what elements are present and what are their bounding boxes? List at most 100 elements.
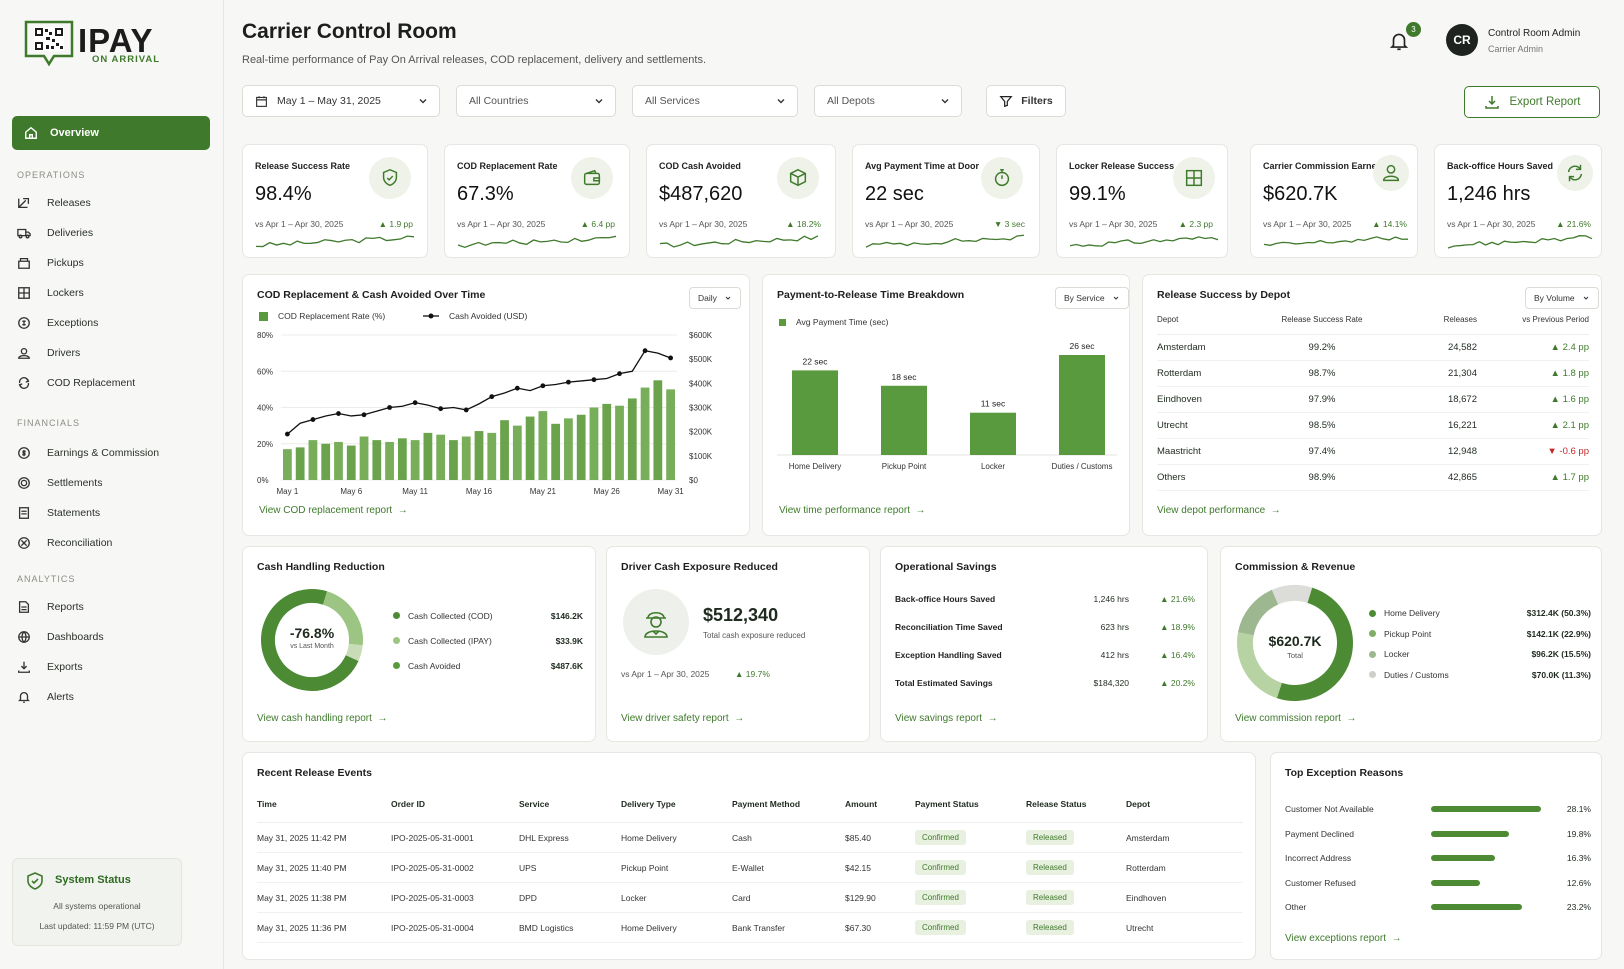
chevron-down-icon [1113, 296, 1119, 300]
events-cell: May 31, 2025 11:42 PM [257, 832, 347, 843]
nav-item-releases[interactable]: Releases [17, 194, 91, 212]
nav-item-pickups[interactable]: Pickups [17, 254, 84, 272]
view-depot-link[interactable]: View depot performance → [1157, 505, 1281, 516]
kpi-card-cod-cash-avoided[interactable]: COD Cash Avoided $487,620 vs Apr 1 – Apr… [646, 144, 836, 258]
period-select[interactable]: Daily [689, 287, 741, 309]
kpi-title: Back-office Hours Saved [1447, 161, 1554, 171]
commission-center-value: $620.7K [1268, 633, 1322, 649]
kpi-card-release-success[interactable]: Release Success Rate 98.4% vs Apr 1 – Ap… [242, 144, 428, 258]
system-status-panel: System Status All systems operational La… [12, 858, 182, 946]
view-time-report-link[interactable]: View time performance report → [779, 505, 926, 516]
donut-slice [1238, 589, 1279, 636]
table-row[interactable]: Utrecht 98.5% 16,221 ▲ 2.1 pp [1157, 413, 1589, 439]
table-row[interactable]: Amsterdam 99.2% 24,582 ▲ 2.4 pp [1157, 335, 1589, 361]
nav-item-label: COD Replacement [47, 377, 136, 389]
country-select[interactable]: All Countries [456, 85, 616, 117]
export-report-button[interactable]: Export Report [1464, 86, 1600, 118]
kpi-compare: vs Apr 1 – Apr 30, 2025 [865, 219, 954, 229]
cod-bar [602, 403, 612, 480]
user-role: Carrier Admin [1488, 44, 1544, 54]
events-cell: BMD Logistics [519, 922, 574, 933]
date-range-select[interactable]: May 1 – May 31, 2025 [242, 85, 440, 117]
depot-cell: 97.9% [1308, 394, 1336, 405]
view-cod-report-link[interactable]: View COD replacement report → [259, 505, 408, 516]
nav-item-dashboards[interactable]: Dashboards [17, 628, 104, 646]
nav-item-statements[interactable]: Statements [17, 504, 100, 522]
nav-item-reports[interactable]: Reports [17, 598, 84, 616]
exception-bar [1431, 830, 1509, 837]
cash-avoided-point [617, 371, 622, 377]
table-row[interactable]: May 31, 2025 11:40 PM IPO-2025-05-31-0002… [257, 853, 1243, 883]
kpi-card-carrier-commission[interactable]: Carrier Commission Earned $620.7K vs Apr… [1250, 144, 1418, 258]
cash-avoided-point [463, 407, 469, 413]
kpi-card-backoffice-hours[interactable]: Back-office Hours Saved 1,246 hrs vs Apr… [1434, 144, 1602, 258]
table-row[interactable]: Eindhoven 97.9% 18,672 ▲ 1.6 pp [1157, 387, 1589, 413]
table-row[interactable]: May 31, 2025 11:36 PM IPO-2025-05-31-0004… [257, 913, 1243, 943]
nav-item-exports[interactable]: Exports [17, 658, 83, 676]
list-item: Home Delivery $312.4K (50.3%) [1369, 603, 1591, 624]
time-bar-label: 26 sec [1069, 341, 1095, 351]
depot-cell: 18,672 [1447, 394, 1477, 405]
kpi-card-cod-replacement[interactable]: COD Replacement Rate 67.3% vs Apr 1 – Ap… [444, 144, 630, 258]
x-tick: May 16 [466, 487, 493, 496]
recent-events-card: Recent Release Events Time Order ID Servic… [242, 752, 1256, 960]
events-cell: Released [1026, 860, 1126, 875]
nav-item-reconciliation[interactable]: Reconciliation [17, 534, 112, 552]
depot-mode-select[interactable]: By Volume [1525, 287, 1599, 309]
nav-item-lockers[interactable]: Lockers [17, 284, 84, 302]
table-row[interactable]: Rotterdam 98.7% 21,304 ▲ 1.8 pp [1157, 361, 1589, 387]
view-commission-link[interactable]: View commission report → [1235, 713, 1357, 724]
ipay-logo[interactable]: IPAY ON ARRIVAL [20, 18, 200, 68]
nav-item-drivers[interactable]: Drivers [17, 344, 80, 362]
nav-overview[interactable]: Overview [12, 116, 210, 150]
notification-count-badge: 3 [1406, 22, 1421, 37]
events-cell: Amsterdam [1126, 832, 1170, 843]
y-right-tick: $600K [689, 331, 713, 340]
service-select[interactable]: All Services [632, 85, 798, 117]
service-mode-select[interactable]: By Service [1055, 287, 1129, 309]
kpi-compare: vs Apr 1 – Apr 30, 2025 [1069, 219, 1158, 229]
nav-section-operations: OPERATIONS [17, 170, 86, 180]
depot-cell: 42,865 [1447, 472, 1477, 483]
events-cell: Utrecht [1126, 922, 1154, 933]
x-tick: May 1 [276, 487, 298, 496]
nav-item-exceptions[interactable]: Exceptions [17, 314, 98, 332]
table-row[interactable]: May 31, 2025 11:38 PM IPO-2025-05-31-0003… [257, 883, 1243, 913]
filters-button[interactable]: Filters [986, 85, 1066, 117]
kpi-sparkline [1069, 236, 1219, 247]
nav-item-label: Deliveries [47, 227, 94, 239]
donut-slice [1276, 587, 1353, 701]
list-item: Cash Collected (COD) $146.2K [393, 603, 583, 628]
kpi-card-locker-release[interactable]: Locker Release Success 99.1% vs Apr 1 – … [1056, 144, 1228, 258]
events-cell: Confirmed [915, 860, 1026, 875]
exceptions-title: Top Exception Reasons [1285, 767, 1404, 779]
depot-select[interactable]: All Depots [814, 85, 962, 117]
view-savings-report-link[interactable]: View savings report → [895, 713, 998, 724]
view-cash-report-link[interactable]: View cash handling report → [257, 713, 388, 724]
driver-delta: ▲ 19.7% [735, 669, 770, 679]
view-exceptions-link[interactable]: View exceptions report → [1285, 933, 1402, 944]
nav-item-settlements[interactable]: Settlements [17, 474, 102, 492]
nav-item-earnings[interactable]: Earnings & Commission [17, 444, 159, 462]
kpi-compare: vs Apr 1 – Apr 30, 2025 [1263, 219, 1352, 229]
depot-success-card: Release Success by Depot By Volume Depot… [1142, 274, 1602, 536]
nav-item-alerts[interactable]: Alerts [17, 688, 74, 706]
table-row[interactable]: May 31, 2025 11:42 PM IPO-2025-05-31-0001… [257, 823, 1243, 853]
cod-replacement-chart-card: COD Replacement & Cash Avoided Over Time… [242, 274, 750, 536]
commission-revenue-card: Commission & Revenue $620.7K Total Home … [1220, 546, 1602, 742]
nav-item-deliveries[interactable]: Deliveries [17, 224, 93, 242]
table-row[interactable]: Others 98.9% 42,865 ▲ 1.7 pp [1157, 465, 1589, 491]
cash-title: Cash Handling Reduction [257, 561, 385, 573]
cod-bar [334, 441, 343, 480]
view-driver-report-link[interactable]: View driver safety report → [621, 713, 745, 724]
user-menu[interactable]: CR Control Room Admin Carrier Admin [1446, 24, 1606, 60]
table-row[interactable]: Maastricht 97.4% 12,948 ▼ -0.6 pp [1157, 439, 1589, 465]
kpi-card-avg-payment-time[interactable]: Avg Payment Time at Door 22 sec vs Apr 1… [852, 144, 1040, 258]
cash-center-sub: vs Last Month [290, 643, 334, 650]
time-x-label: Duties / Customs [1052, 462, 1113, 471]
notifications-button[interactable]: 3 [1386, 22, 1421, 56]
sparkline-series [865, 234, 1025, 248]
nav-item-cod-replacement[interactable]: COD Replacement [17, 374, 135, 392]
time-bar [881, 385, 927, 455]
kpi-compare: vs Apr 1 – Apr 30, 2025 [1447, 219, 1536, 229]
